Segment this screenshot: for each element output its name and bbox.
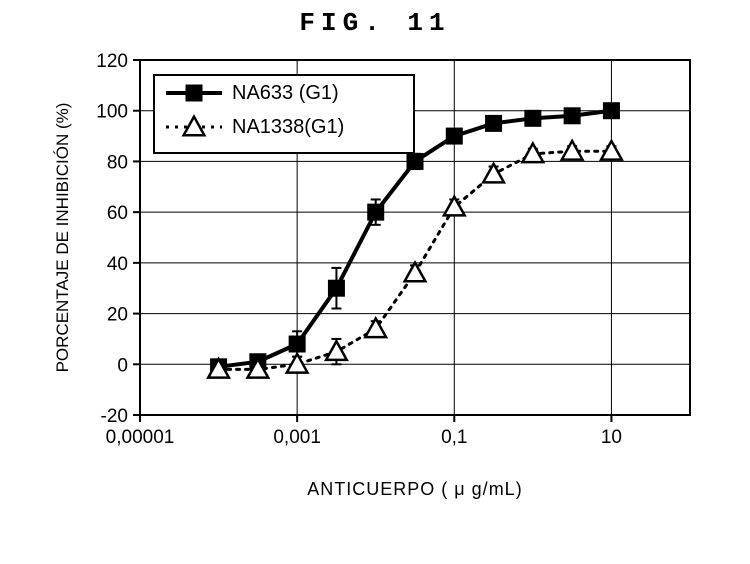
marker-square-s1 [486,115,502,131]
figure-title: FIG. 11 [0,8,750,38]
marker-square-s1 [368,204,384,220]
legend-label: NA633 (G1) [232,82,339,104]
marker-square-s1 [446,128,462,144]
ytick-label: 40 [107,254,128,275]
inhibition-chart: -20 0 20 40 60 80 100 120 0,00001 0,001 0,1 10 PORCE… [50,45,710,515]
xtick-label: 0,001 [273,427,321,448]
ytick-label: 0 [117,355,128,376]
x-axis-label: ANTICUERPO ( μ g/mL) [307,479,522,499]
y-axis-label: PORCENTAJE DE INHIBICIÓN (%) [53,103,72,373]
marker-square-s1 [603,103,619,119]
ytick-label: 60 [107,203,128,224]
marker-square-s1 [525,110,541,126]
ytick-label: -20 [101,406,128,427]
marker-square-s1 [564,108,580,124]
marker-square-s1 [289,336,305,352]
xtick-label: 0,1 [441,427,467,448]
marker-square-s1 [328,280,344,296]
marker-square-s1 [186,85,202,101]
xtick-label: 10 [601,427,622,448]
xtick-label: 0,00001 [106,427,175,448]
legend-label: NA1338(G1) [232,116,344,138]
ytick-label: 80 [107,152,128,173]
marker-square-s1 [407,153,423,169]
ytick-label: 100 [96,102,128,123]
ytick-label: 120 [96,51,128,72]
ytick-label: 20 [107,305,128,326]
chart-svg: -20 0 20 40 60 80 100 120 0,00001 0,001 0,1 10 PORCE… [50,45,710,515]
